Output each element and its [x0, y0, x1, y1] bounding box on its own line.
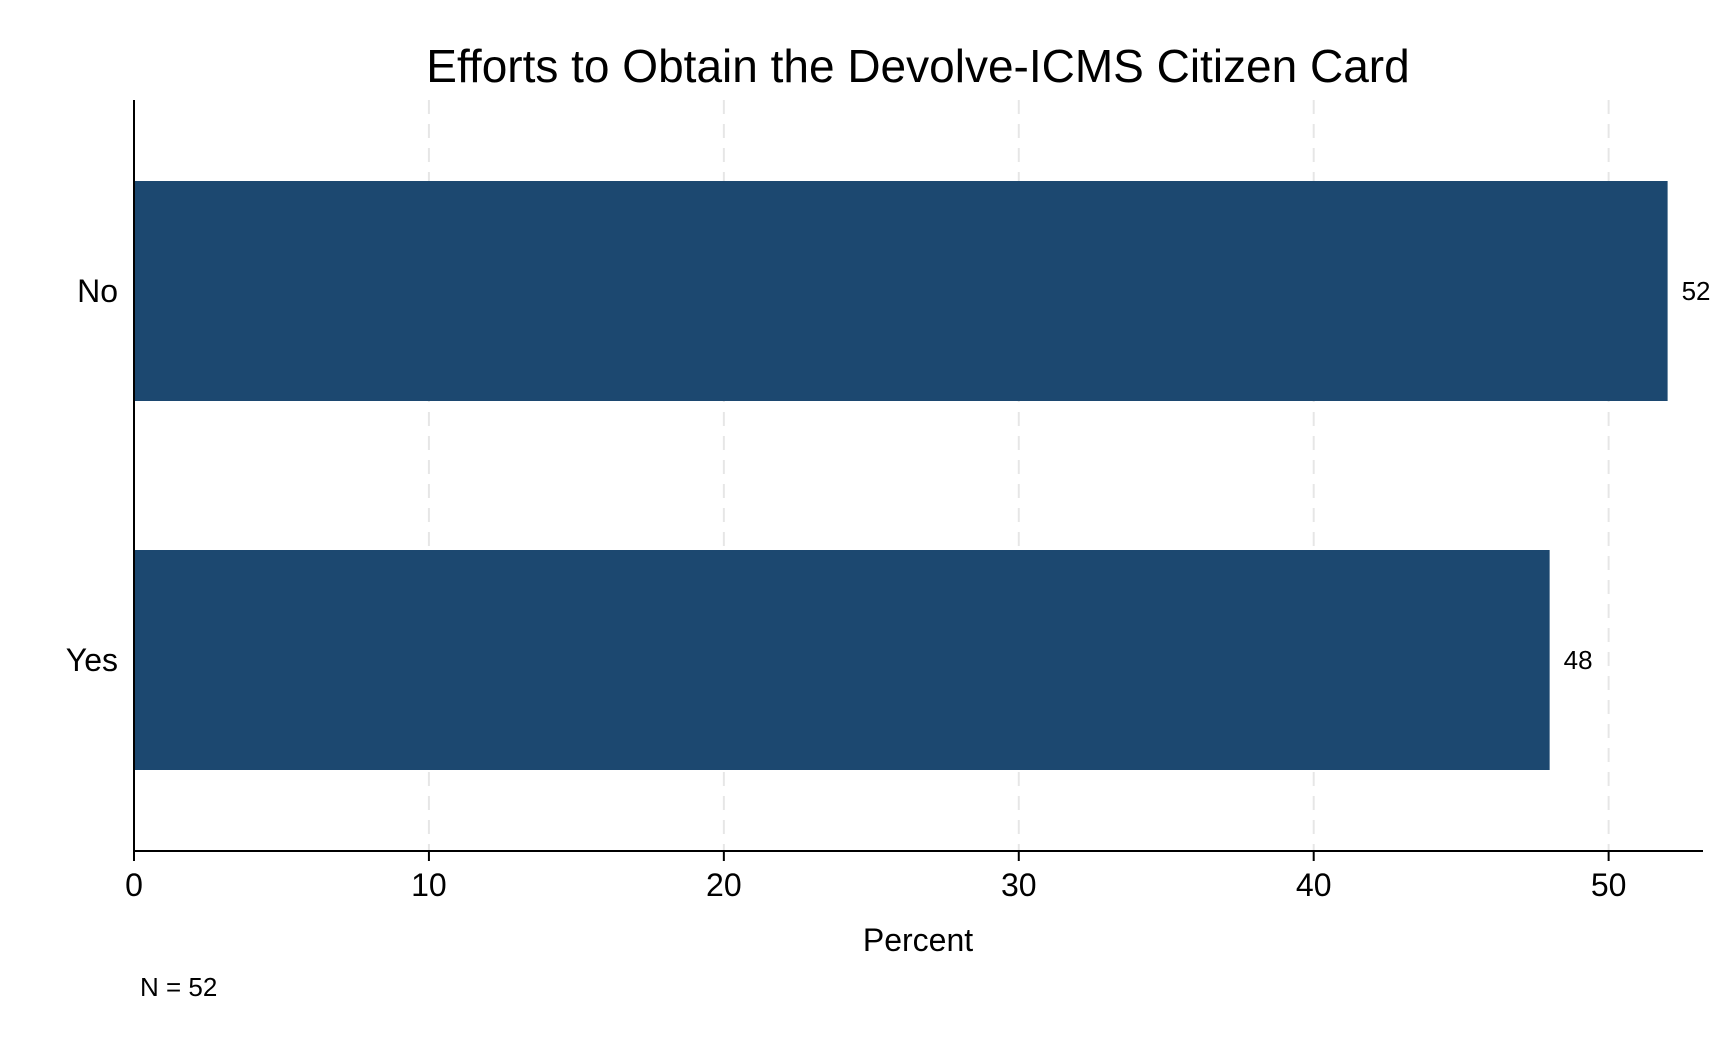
bar-yes: [134, 550, 1550, 770]
x-axis-ticks: 0 10 20 30 40 50: [125, 851, 1626, 903]
bar-no: [134, 181, 1668, 401]
x-tick-label-10: 10: [411, 867, 447, 903]
x-tick-label-40: 40: [1296, 867, 1332, 903]
data-label-yes: 48: [1564, 645, 1593, 675]
category-label-no: No: [77, 273, 118, 309]
axes: [133, 100, 1703, 852]
x-tick-label-20: 20: [706, 867, 742, 903]
bars: No 52 Yes 48: [66, 181, 1711, 770]
category-label-yes: Yes: [66, 642, 118, 678]
x-tick-label-0: 0: [125, 867, 143, 903]
sample-size-note: N = 52: [140, 972, 217, 1002]
chart-title: Efforts to Obtain the Devolve-ICMS Citiz…: [426, 40, 1409, 92]
data-label-no: 52: [1682, 276, 1711, 306]
x-tick-label-30: 30: [1001, 867, 1037, 903]
x-tick-label-50: 50: [1591, 867, 1627, 903]
x-axis-title: Percent: [863, 922, 973, 958]
